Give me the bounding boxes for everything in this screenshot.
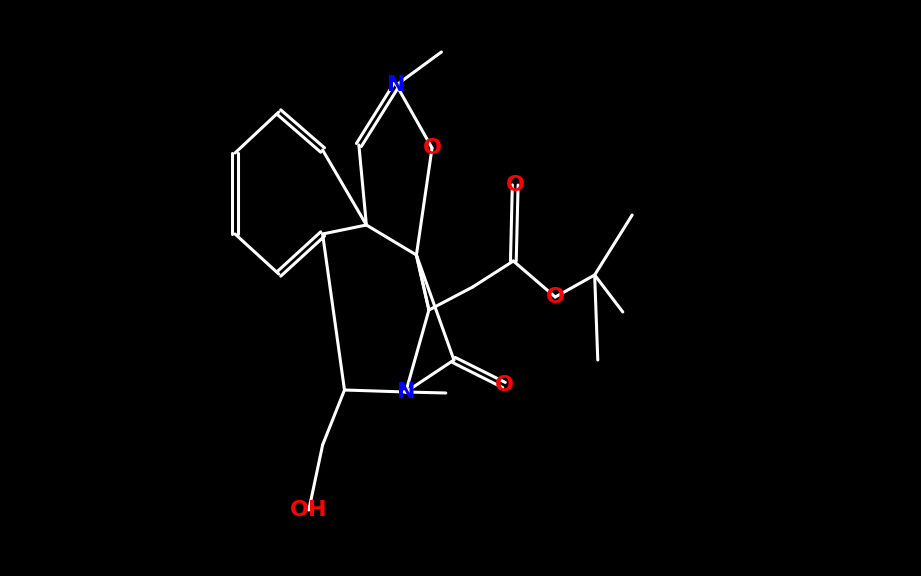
Text: O: O <box>546 287 565 307</box>
Text: O: O <box>423 138 441 158</box>
Text: O: O <box>495 375 514 395</box>
Text: O: O <box>506 175 525 195</box>
Text: OH: OH <box>290 500 328 520</box>
Text: N: N <box>397 382 415 402</box>
Text: N: N <box>387 75 405 95</box>
